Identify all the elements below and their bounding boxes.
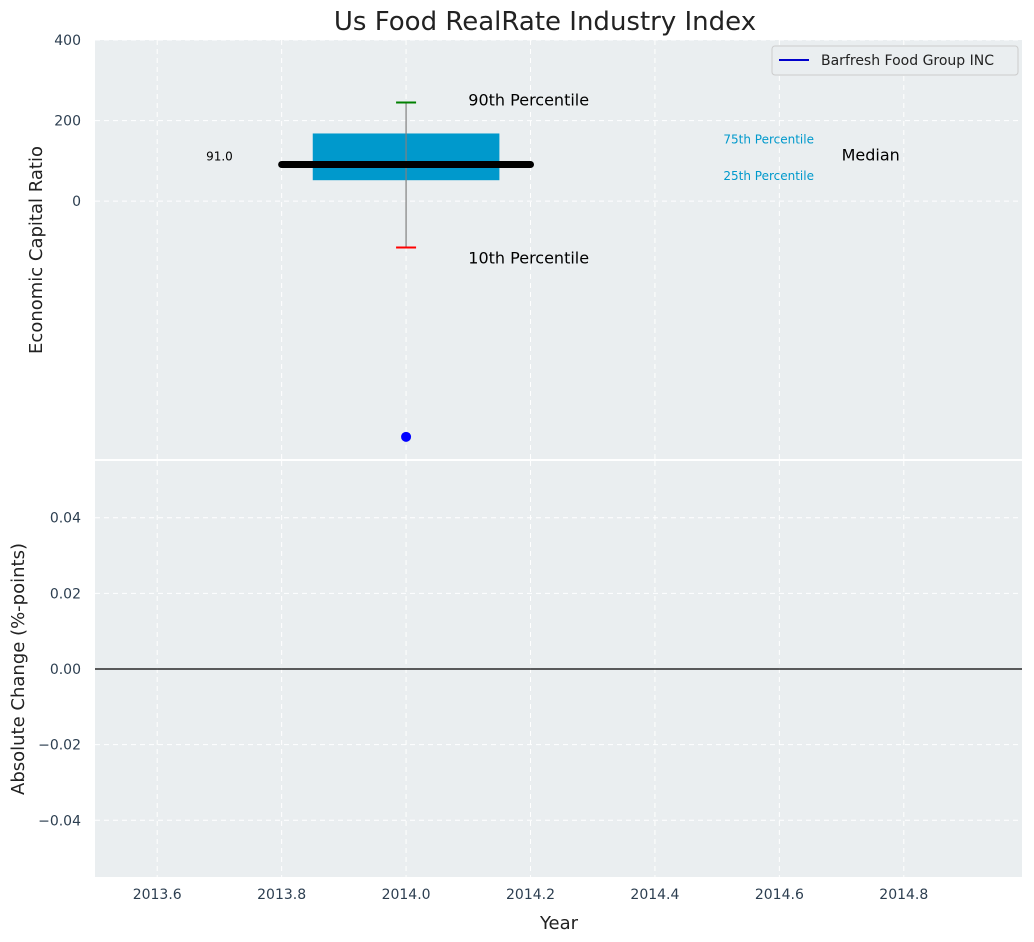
bottom-y-tick-label: 0.02 — [50, 586, 81, 602]
bottom-y-tick-label: −0.04 — [38, 813, 81, 829]
bottom-y-tick-label: 0.00 — [50, 662, 81, 678]
x-tick-label: 2013.8 — [257, 887, 306, 903]
top-panel: 0 200 400 91.0 90th Percentile 10th Percentil… — [54, 33, 1022, 461]
top-y-tick-label: 400 — [54, 33, 81, 49]
x-tick-label: 2013.6 — [133, 887, 182, 903]
top-y-tick-label: 0 — [72, 194, 81, 210]
p10-annotation: 10th Percentile — [468, 248, 589, 267]
x-tick-label: 2014.2 — [506, 887, 555, 903]
x-tick-label: 2014.8 — [879, 887, 928, 903]
bottom-panel: 2013.6 2013.8 2014.0 2014.2 2014.4 2014.6 2014… — [38, 461, 1022, 903]
company-data-point — [401, 431, 412, 442]
p25-annotation: 25th Percentile — [723, 169, 814, 183]
x-tick-label: 2014.4 — [630, 887, 679, 903]
top-y-axis-label: Economic Capital Ratio — [26, 146, 47, 354]
x-tick-label: 2014.0 — [382, 887, 431, 903]
x-tick-label: 2014.6 — [755, 887, 804, 903]
median-value-label: 91.0 — [206, 149, 233, 163]
bottom-y-tick-label: −0.02 — [38, 738, 81, 754]
x-axis-label: Year — [539, 913, 579, 934]
legend: Barfresh Food Group INC — [771, 45, 1019, 76]
p90-annotation: 90th Percentile — [468, 90, 589, 109]
top-plot-area — [95, 40, 1022, 459]
median-annotation: Median — [842, 145, 900, 164]
legend-entry-label: Barfresh Food Group INC — [821, 53, 994, 69]
chart-title: Us Food RealRate Industry Index — [334, 7, 756, 37]
bottom-y-axis-label: Absolute Change (%-points) — [8, 543, 29, 795]
p75-annotation: 75th Percentile — [723, 132, 814, 146]
top-y-tick-label: 200 — [54, 114, 81, 130]
legend-box — [771, 45, 1019, 76]
bottom-y-tick-label: 0.04 — [50, 511, 81, 527]
